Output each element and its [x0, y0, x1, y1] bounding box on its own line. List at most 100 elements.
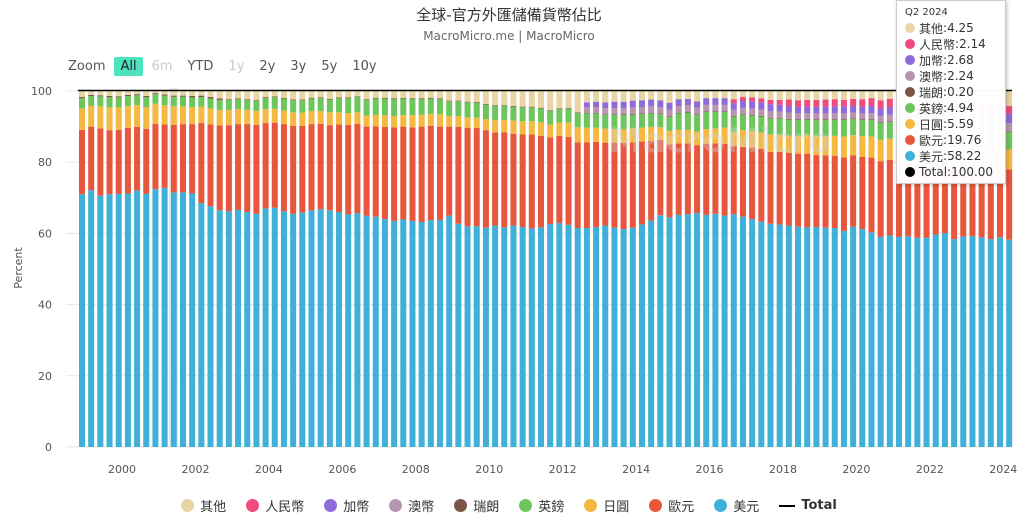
bar-segment-美元[interactable]: [886, 235, 893, 447]
bar-segment-其他[interactable]: [638, 91, 645, 101]
bar-segment-歐元[interactable]: [427, 125, 434, 221]
bar-segment-其他[interactable]: [336, 91, 343, 98]
bar-segment-加幣[interactable]: [730, 103, 737, 110]
bar-segment-日圓[interactable]: [473, 117, 480, 129]
bar-segment-其他[interactable]: [308, 91, 315, 98]
bar-segment-其他[interactable]: [593, 91, 600, 102]
bar-segment-美元[interactable]: [684, 214, 691, 447]
bar-segment-瑞朗[interactable]: [831, 119, 838, 120]
bar-segment-歐元[interactable]: [666, 144, 673, 218]
bar-segment-瑞朗[interactable]: [703, 111, 710, 113]
bar-segment-加幣[interactable]: [721, 98, 728, 105]
bar-segment-人民幣[interactable]: [1006, 106, 1013, 114]
bar-segment-其他[interactable]: [262, 91, 269, 98]
bar-segment-加幣[interactable]: [859, 106, 866, 114]
bar-stack[interactable]: [152, 91, 159, 448]
bar-segment-人民幣[interactable]: [739, 97, 746, 101]
bar-segment-英鎊[interactable]: [336, 98, 343, 113]
bar-segment-日圓[interactable]: [501, 119, 508, 133]
bar-stack[interactable]: [235, 91, 242, 447]
bar-segment-美元[interactable]: [850, 226, 857, 447]
bar-segment-其他[interactable]: [354, 91, 361, 97]
bar-segment-澳幣[interactable]: [611, 108, 618, 115]
bar-segment-瑞朗[interactable]: [501, 105, 508, 106]
bar-segment-瑞朗[interactable]: [97, 95, 104, 97]
bar-segment-日圓[interactable]: [207, 108, 214, 125]
bar-segment-其他[interactable]: [611, 91, 618, 102]
bar-segment-美元[interactable]: [712, 213, 719, 447]
bar-segment-日圓[interactable]: [79, 108, 85, 130]
bar-segment-其他[interactable]: [785, 91, 792, 100]
bar-segment-英鎊[interactable]: [785, 119, 792, 136]
bar-segment-日圓[interactable]: [225, 109, 232, 126]
bar-segment-其他[interactable]: [437, 91, 444, 99]
bar-segment-加幣[interactable]: [776, 104, 783, 112]
bar-segment-日圓[interactable]: [758, 132, 765, 149]
bar-stack[interactable]: [88, 91, 95, 447]
bar-segment-瑞朗[interactable]: [519, 106, 526, 108]
bar-segment-加幣[interactable]: [840, 106, 847, 114]
bar-stack[interactable]: [1006, 91, 1013, 447]
bar-segment-瑞朗[interactable]: [244, 99, 251, 100]
bar-stack[interactable]: [666, 91, 673, 447]
bar-segment-歐元[interactable]: [850, 155, 857, 227]
bar-segment-日圓[interactable]: [115, 107, 122, 130]
bar-segment-日圓[interactable]: [446, 115, 453, 127]
bar-stack[interactable]: [776, 91, 783, 447]
bar-segment-日圓[interactable]: [290, 112, 297, 126]
bar-segment-瑞朗[interactable]: [804, 118, 811, 120]
bar-segment-美元[interactable]: [115, 193, 122, 447]
bar-stack[interactable]: [739, 91, 746, 447]
bar-stack[interactable]: [758, 91, 765, 447]
bar-segment-其他[interactable]: [840, 91, 847, 100]
bar-segment-美元[interactable]: [914, 237, 921, 447]
bar-stack[interactable]: [308, 91, 315, 447]
bar-segment-其他[interactable]: [216, 91, 223, 99]
bar-segment-歐元[interactable]: [657, 139, 664, 216]
bar-segment-歐元[interactable]: [868, 157, 875, 233]
bar-stack[interactable]: [244, 91, 251, 447]
bar-segment-英鎊[interactable]: [602, 114, 609, 129]
bar-segment-瑞朗[interactable]: [106, 95, 113, 98]
bar-stack[interactable]: [427, 91, 434, 447]
zoom-2y-button[interactable]: 2y: [259, 59, 276, 74]
bar-segment-人民幣[interactable]: [758, 98, 765, 103]
bar-stack[interactable]: [106, 91, 113, 447]
bar-segment-澳幣[interactable]: [730, 109, 737, 116]
bar-segment-加幣[interactable]: [638, 100, 645, 108]
bar-segment-瑞朗[interactable]: [391, 98, 398, 99]
bar-segment-澳幣[interactable]: [877, 115, 884, 123]
bar-segment-美元[interactable]: [271, 207, 278, 447]
bar-segment-美元[interactable]: [547, 224, 554, 447]
bar-segment-瑞朗[interactable]: [758, 115, 765, 117]
legend-item[interactable]: 日圓: [584, 496, 629, 515]
bar-segment-其他[interactable]: [813, 91, 820, 100]
bar-segment-瑞朗[interactable]: [363, 99, 370, 100]
bar-segment-澳幣[interactable]: [583, 107, 590, 113]
bar-stack[interactable]: [785, 91, 792, 447]
bar-segment-英鎊[interactable]: [712, 112, 719, 129]
bar-segment-美元[interactable]: [345, 214, 352, 447]
bar-segment-日圓[interactable]: [354, 112, 361, 124]
bar-segment-其他[interactable]: [675, 91, 682, 100]
bar-segment-瑞朗[interactable]: [271, 96, 278, 98]
bar-segment-瑞朗[interactable]: [134, 94, 141, 96]
bar-segment-日圓[interactable]: [638, 127, 645, 142]
bar-segment-其他[interactable]: [620, 91, 627, 102]
bar-stack[interactable]: [749, 91, 756, 447]
bar-segment-其他[interactable]: [299, 91, 306, 100]
bar-segment-歐元[interactable]: [840, 157, 847, 231]
bar-segment-瑞朗[interactable]: [822, 119, 829, 121]
bar-segment-美元[interactable]: [528, 228, 535, 447]
bar-segment-歐元[interactable]: [253, 124, 260, 214]
bar-segment-歐元[interactable]: [381, 126, 388, 220]
bar-segment-美元[interactable]: [620, 229, 627, 447]
bar-segment-瑞朗[interactable]: [345, 97, 352, 99]
bar-segment-其他[interactable]: [124, 91, 131, 95]
bar-segment-其他[interactable]: [859, 91, 866, 100]
bar-stack[interactable]: [684, 91, 691, 447]
bar-segment-加幣[interactable]: [767, 104, 774, 112]
bar-segment-歐元[interactable]: [538, 135, 544, 228]
bar-segment-歐元[interactable]: [345, 124, 352, 215]
bar-segment-日圓[interactable]: [262, 109, 269, 124]
